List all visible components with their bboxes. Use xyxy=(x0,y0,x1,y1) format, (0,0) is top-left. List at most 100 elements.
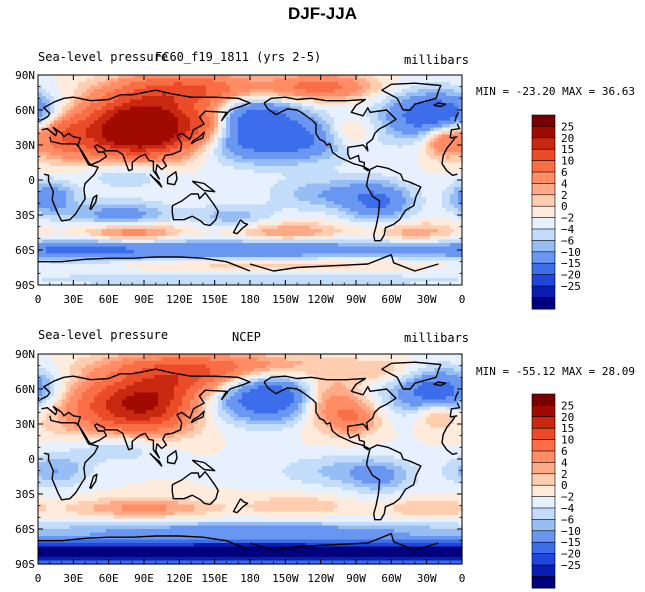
field-cell xyxy=(418,141,423,146)
field-cell xyxy=(158,152,163,157)
field-cell xyxy=(182,113,187,118)
field-cell xyxy=(362,127,367,132)
field-cell xyxy=(74,113,79,118)
field-cell xyxy=(122,89,127,94)
field-cell xyxy=(138,162,143,167)
field-cell xyxy=(370,124,375,129)
field-cell xyxy=(90,173,95,178)
field-cell xyxy=(422,78,427,83)
field-cell xyxy=(254,173,259,178)
field-cell xyxy=(434,159,439,164)
field-cell xyxy=(254,197,259,202)
field-cell xyxy=(210,155,215,160)
field-cell xyxy=(46,106,51,111)
field-cell xyxy=(266,183,271,188)
field-cell xyxy=(302,134,307,139)
field-cell xyxy=(122,141,127,146)
field-cell xyxy=(318,92,323,97)
field-cell xyxy=(374,169,379,174)
field-cell xyxy=(58,197,63,202)
field-cell xyxy=(398,99,403,104)
field-cell xyxy=(342,190,347,195)
field-cell xyxy=(70,173,75,178)
field-cell xyxy=(402,166,407,171)
field-cell xyxy=(138,197,143,202)
field-cell xyxy=(342,134,347,139)
field-cell xyxy=(338,124,343,129)
field-cell xyxy=(222,120,227,125)
field-cell xyxy=(430,134,435,139)
field-cell xyxy=(114,103,119,108)
field-cell xyxy=(46,141,51,146)
field-cell xyxy=(354,134,359,139)
field-cell xyxy=(418,145,423,150)
field-cell xyxy=(370,117,375,122)
field-cell xyxy=(438,106,443,111)
field-cell xyxy=(146,183,151,188)
field-cell xyxy=(210,78,215,83)
field-cell xyxy=(350,85,355,90)
field-cell xyxy=(50,218,55,223)
field-cell xyxy=(202,201,207,206)
field-cell xyxy=(354,173,359,178)
field-cell xyxy=(190,148,195,153)
field-cell xyxy=(386,201,391,206)
field-cell xyxy=(198,155,203,160)
field-cell xyxy=(386,92,391,97)
field-cell xyxy=(418,204,423,209)
field-cell xyxy=(326,99,331,104)
field-cell xyxy=(458,229,463,234)
field-cell xyxy=(430,183,435,188)
field-cell xyxy=(338,162,343,167)
field-cell xyxy=(242,208,247,213)
field-cell xyxy=(282,141,287,146)
field-cell xyxy=(406,159,411,164)
field-cell xyxy=(118,78,123,83)
field-cell xyxy=(246,78,251,83)
field-cell xyxy=(138,117,143,122)
field-cell xyxy=(286,187,291,192)
field-cell xyxy=(302,222,307,227)
field-cell xyxy=(262,166,267,171)
field-cell xyxy=(434,190,439,195)
field-cell xyxy=(458,194,463,199)
field-cell xyxy=(258,197,263,202)
field-cell xyxy=(394,127,399,132)
field-cell xyxy=(158,215,163,220)
field-cell xyxy=(382,190,387,195)
field-cell xyxy=(310,194,315,199)
field-cell xyxy=(294,152,299,157)
field-cell xyxy=(338,148,343,153)
field-cell xyxy=(334,103,339,108)
field-cell xyxy=(98,78,103,83)
field-cell xyxy=(318,232,323,237)
field-cell xyxy=(390,197,395,202)
field-cell xyxy=(58,232,63,237)
field-cell xyxy=(86,131,91,136)
field-cell xyxy=(298,187,303,192)
field-cell xyxy=(318,131,323,136)
field-cell xyxy=(162,183,167,188)
field-cell xyxy=(278,229,283,234)
field-cell xyxy=(226,187,231,192)
field-cell xyxy=(198,194,203,199)
field-cell xyxy=(270,99,275,104)
field-cell xyxy=(126,180,131,185)
field-cell xyxy=(90,99,95,104)
field-cell xyxy=(334,99,339,104)
field-cell xyxy=(130,225,135,230)
field-cell xyxy=(390,103,395,108)
field-cell xyxy=(102,225,107,230)
field-cell xyxy=(406,152,411,157)
field-cell xyxy=(130,232,135,237)
field-cell xyxy=(162,190,167,195)
field-cell xyxy=(358,169,363,174)
field-cell xyxy=(370,99,375,104)
field-cell xyxy=(74,148,79,153)
field-cell xyxy=(258,75,263,80)
field-cell xyxy=(250,75,255,80)
field-cell xyxy=(214,159,219,164)
field-cell xyxy=(54,120,59,125)
field-cell xyxy=(330,166,335,171)
field-cell xyxy=(250,141,255,146)
